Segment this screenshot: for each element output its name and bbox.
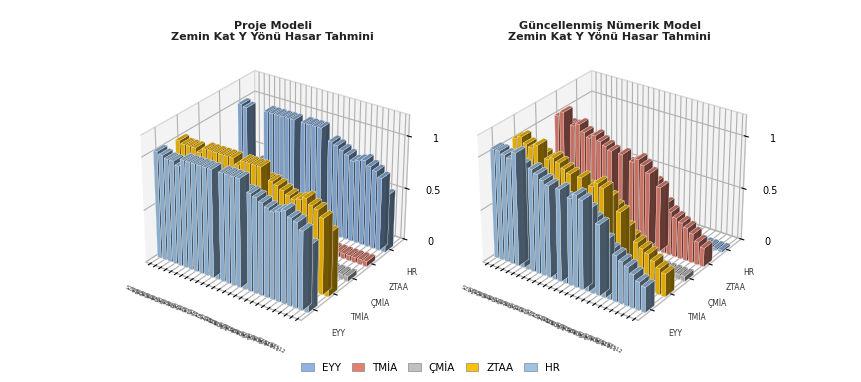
Title: Proje Modeli
Zemin Kat Y Yönü Hasar Tahmini: Proje Modeli Zemin Kat Y Yönü Hasar Tahm… [171, 21, 375, 42]
Title: Güncellenmiş Nümerik Model
Zemin Kat Y Yönü Hasar Tahmini: Güncellenmiş Nümerik Model Zemin Kat Y Y… [508, 21, 711, 42]
Legend: EYY, TMİA, ÇMİA, ZTAA, HR: EYY, TMİA, ÇMİA, ZTAA, HR [297, 356, 564, 377]
